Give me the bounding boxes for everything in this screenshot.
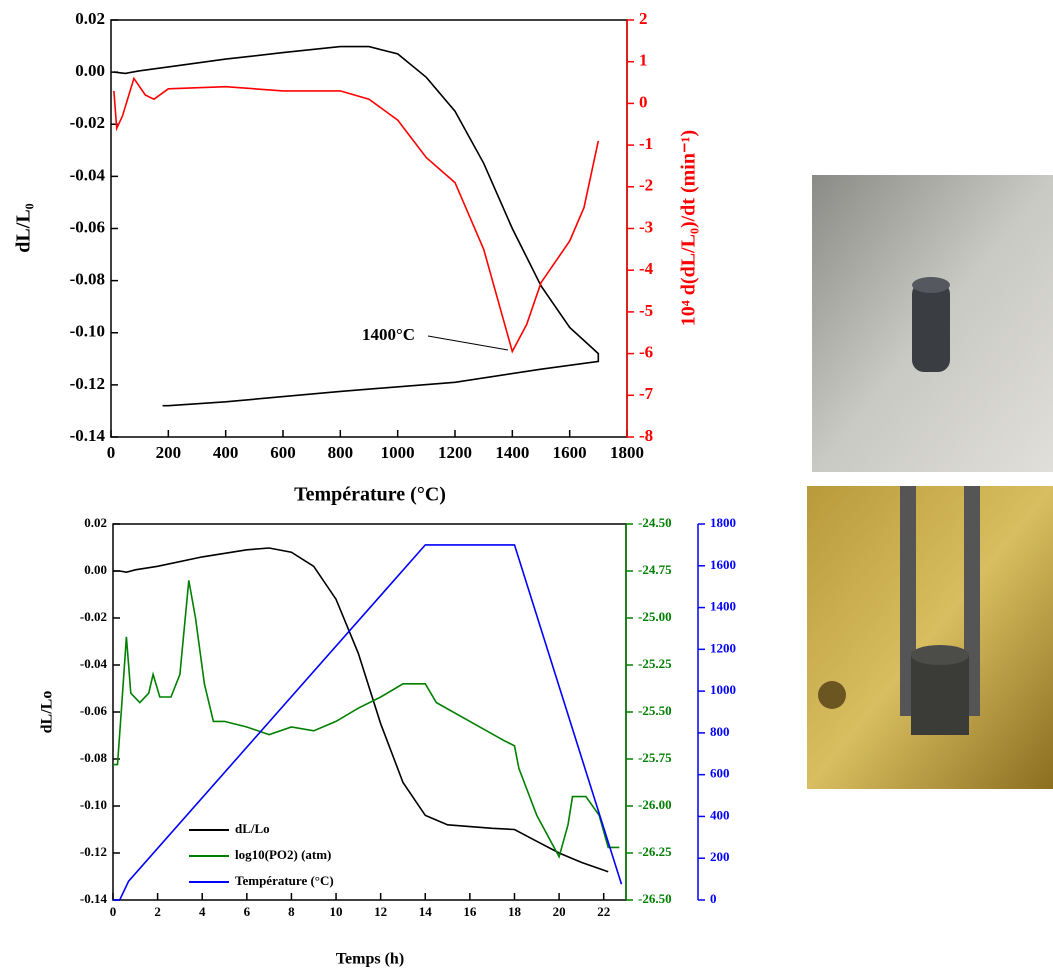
y-tick-label: 0.02 bbox=[84, 515, 107, 530]
y-tick-label: -0.12 bbox=[70, 374, 105, 393]
y-tick-label: -0.04 bbox=[80, 656, 108, 671]
y-tick-label: -0.06 bbox=[70, 217, 105, 236]
series-line bbox=[113, 547, 609, 873]
y3-tick-label: 800 bbox=[710, 724, 730, 739]
x-tick-label: 22 bbox=[597, 904, 610, 919]
x-tick-label: 1400 bbox=[495, 443, 529, 462]
x-tick-label: 12 bbox=[374, 904, 387, 919]
x-tick-label: 1800 bbox=[610, 443, 644, 462]
x-tick-label: 16 bbox=[463, 904, 477, 919]
x-tick-label: 18 bbox=[508, 904, 522, 919]
y2-tick-label: -5 bbox=[639, 301, 653, 320]
y2-tick-label: -26.25 bbox=[638, 844, 672, 859]
y-tick-label: 0.00 bbox=[84, 562, 107, 577]
x-tick-label: 1600 bbox=[553, 443, 587, 462]
y-tick-label: -0.10 bbox=[70, 322, 105, 341]
x-tick-label: 800 bbox=[328, 443, 354, 462]
y-tick-label: -0.10 bbox=[80, 797, 107, 812]
annotation-leader bbox=[427, 335, 509, 351]
y2-tick-label: -26.00 bbox=[638, 797, 672, 812]
y-tick-label: -0.08 bbox=[80, 750, 108, 765]
x-axis-label: Température (°C) bbox=[294, 484, 446, 506]
y2-axis-label: 10⁴ d(dL/L₀)/dt (min⁻¹) bbox=[678, 130, 700, 326]
y-tick-label: 0.02 bbox=[75, 9, 105, 28]
x-tick-label: 10 bbox=[330, 904, 343, 919]
x-tick-label: 600 bbox=[270, 443, 296, 462]
y-tick-label: -0.12 bbox=[80, 844, 107, 859]
x-tick-label: 1000 bbox=[381, 443, 415, 462]
y-tick-label: -0.02 bbox=[70, 113, 105, 132]
x-axis-label: Temps (h) bbox=[336, 951, 404, 968]
y2-tick-label: -25.25 bbox=[638, 656, 672, 671]
y-tick-label: -0.14 bbox=[80, 891, 108, 906]
y3-tick-label: 1800 bbox=[710, 515, 736, 530]
x-tick-label: 6 bbox=[244, 904, 251, 919]
series-line bbox=[113, 45, 600, 407]
y2-tick-label: 0 bbox=[639, 92, 648, 111]
x-tick-label: 2 bbox=[154, 904, 161, 919]
y2-tick-label: -25.00 bbox=[638, 609, 672, 624]
y2-tick-label: -26.50 bbox=[638, 891, 672, 906]
y2-tick-label: -6 bbox=[639, 343, 653, 362]
y2-tick-label: -2 bbox=[639, 176, 653, 195]
y-tick-label: -0.06 bbox=[80, 703, 108, 718]
y2-tick-label: -25.75 bbox=[638, 750, 672, 765]
y-tick-label: -0.14 bbox=[70, 426, 106, 445]
y-axis-label: dL/L₀ bbox=[13, 203, 35, 252]
y2-tick-label: -4 bbox=[639, 259, 654, 278]
y2-tick-label: -1 bbox=[639, 134, 653, 153]
y2-tick-label: -24.75 bbox=[638, 562, 672, 577]
legend-label: dL/Lo bbox=[235, 821, 270, 836]
x-tick-label: 0 bbox=[107, 443, 116, 462]
x-tick-label: 20 bbox=[553, 904, 566, 919]
x-tick-label: 0 bbox=[110, 904, 117, 919]
plot-frame bbox=[112, 523, 627, 901]
y2-tick-label: 2 bbox=[639, 9, 648, 28]
y-tick-label: 0.00 bbox=[75, 61, 105, 80]
y3-tick-label: 600 bbox=[710, 766, 730, 781]
series-line bbox=[113, 76, 600, 354]
x-tick-label: 1200 bbox=[438, 443, 472, 462]
y-axis-label: dL/Lo bbox=[39, 691, 56, 734]
y2-tick-label: -8 bbox=[639, 426, 653, 445]
legend-label: log10(PO2) (atm) bbox=[235, 847, 331, 862]
y3-tick-label: 0 bbox=[710, 891, 717, 906]
y3-tick-label: 1600 bbox=[710, 557, 736, 572]
series-line bbox=[113, 544, 623, 901]
plot-frame bbox=[110, 19, 628, 438]
y2-tick-label: -24.50 bbox=[638, 515, 672, 530]
photo-sample-bottom bbox=[807, 486, 1053, 789]
x-tick-label: 14 bbox=[419, 904, 433, 919]
photo-sample-top bbox=[812, 175, 1053, 472]
annotation: 1400°C bbox=[362, 325, 415, 344]
y-tick-label: -0.04 bbox=[70, 165, 106, 184]
y3-tick-label: 400 bbox=[710, 807, 730, 822]
x-tick-label: 8 bbox=[288, 904, 295, 919]
series-line bbox=[113, 580, 620, 859]
legend-label: Température (°C) bbox=[235, 873, 334, 888]
y2-tick-label: -3 bbox=[639, 217, 653, 236]
x-tick-label: 200 bbox=[156, 443, 182, 462]
y2-tick-label: -25.50 bbox=[638, 703, 672, 718]
y3-tick-label: 1400 bbox=[710, 599, 736, 614]
y3-tick-label: 1000 bbox=[710, 682, 736, 697]
y-tick-label: -0.08 bbox=[70, 270, 105, 289]
x-tick-label: 4 bbox=[199, 904, 206, 919]
y-tick-label: -0.02 bbox=[80, 609, 107, 624]
y3-tick-label: 200 bbox=[710, 849, 730, 864]
x-tick-label: 400 bbox=[213, 443, 239, 462]
y2-tick-label: 1 bbox=[639, 51, 648, 70]
y2-tick-label: -7 bbox=[639, 384, 654, 403]
y3-tick-label: 1200 bbox=[710, 640, 736, 655]
